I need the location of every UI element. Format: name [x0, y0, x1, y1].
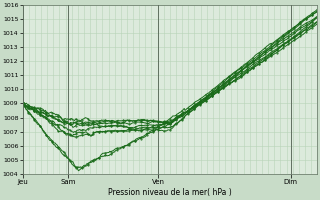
- X-axis label: Pression niveau de la mer( hPa ): Pression niveau de la mer( hPa ): [108, 188, 232, 197]
